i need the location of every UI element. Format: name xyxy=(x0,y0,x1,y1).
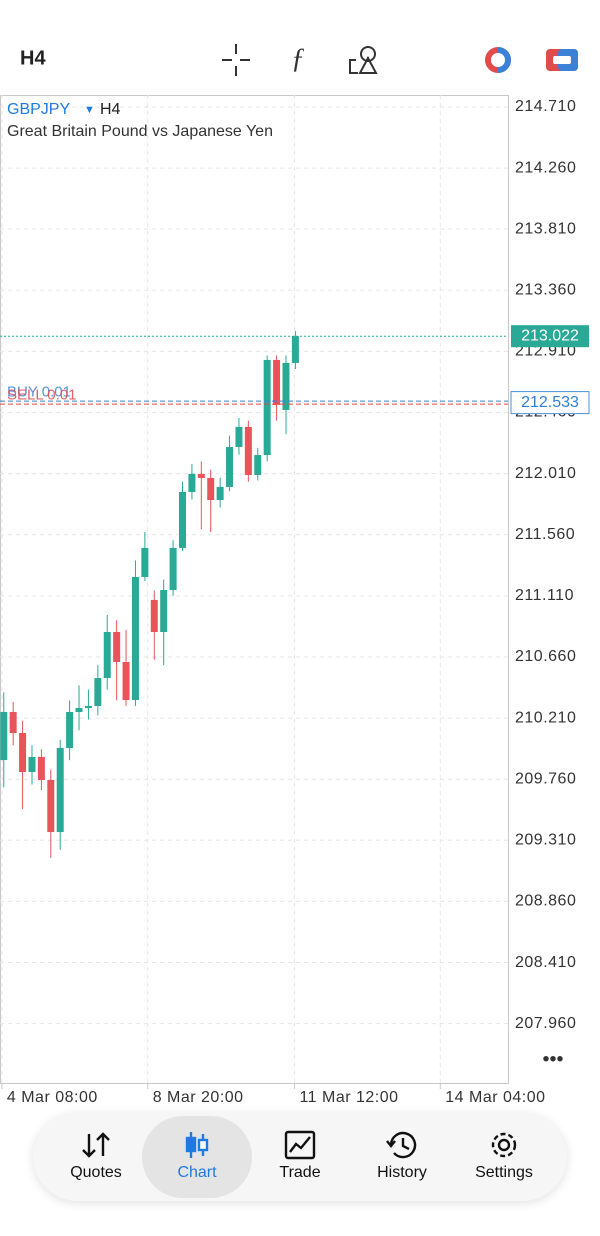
candle-body xyxy=(56,747,64,833)
nav-chart[interactable]: Chart xyxy=(142,1116,252,1198)
position-label: SELL 0.01 xyxy=(7,387,77,404)
candle-body xyxy=(113,631,121,662)
candle-body xyxy=(160,590,168,632)
symbol[interactable]: GBPJPY xyxy=(7,101,70,118)
nav-settings[interactable]: Settings xyxy=(449,1116,559,1198)
nav-label: History xyxy=(377,1164,427,1181)
y-tick-label: 212.010 xyxy=(515,465,576,482)
candle-body xyxy=(37,756,45,781)
nav-label: Quotes xyxy=(70,1164,122,1181)
x-tick-label: 4 Mar 08:00 xyxy=(7,1089,98,1106)
candle-body xyxy=(282,362,290,410)
symbol-description: Great Britain Pound vs Japanese Yen xyxy=(7,123,273,140)
history-icon xyxy=(386,1131,417,1159)
open-price-box xyxy=(510,391,590,415)
candle-body xyxy=(273,359,281,405)
nav-quotes[interactable]: Quotes xyxy=(41,1116,151,1198)
candle-body xyxy=(75,708,83,712)
open-price-label: 212.533 xyxy=(521,394,579,411)
candle-body xyxy=(197,473,205,478)
candle-body xyxy=(84,705,92,709)
candle-body xyxy=(141,547,149,577)
candle-body xyxy=(103,631,111,679)
settings-icon xyxy=(491,1132,517,1158)
y-tick-label: 213.810 xyxy=(515,220,576,237)
nav-trade[interactable]: Trade xyxy=(245,1116,355,1198)
bottom-nav: Quotes Chart Trade History Settings xyxy=(33,1113,567,1201)
last-price-box xyxy=(511,325,589,348)
candle-body xyxy=(131,576,139,701)
candle-body xyxy=(244,426,252,475)
chart-timeframe: H4 xyxy=(100,101,121,118)
y-tick-label: 208.860 xyxy=(515,893,576,910)
trade-icon[interactable] xyxy=(546,49,578,71)
trade-nav-icon xyxy=(284,1130,316,1160)
candle-body xyxy=(122,661,130,701)
candle-body xyxy=(9,711,17,734)
candle-body xyxy=(226,447,234,487)
more-button[interactable]: ••• xyxy=(542,1048,563,1070)
nav-label: Settings xyxy=(475,1164,533,1181)
candle-body xyxy=(19,733,27,773)
candle-body xyxy=(216,486,224,500)
candle-body xyxy=(207,477,215,500)
account-icon[interactable] xyxy=(485,47,511,73)
indicator-icon[interactable]: ƒ xyxy=(291,43,305,74)
y-tick-label: 210.210 xyxy=(515,709,576,726)
candle-body xyxy=(263,359,271,456)
candle-body xyxy=(0,711,8,761)
y-tick-label: 211.560 xyxy=(515,526,575,543)
y-tick-label: 214.260 xyxy=(515,159,576,176)
objects-icon[interactable] xyxy=(349,46,378,74)
plot-frame xyxy=(0,95,509,1084)
position-label: BUY 0.01 xyxy=(7,384,71,401)
y-tick-label: 214.710 xyxy=(515,98,576,115)
candle-body xyxy=(179,491,187,548)
nav-label: Trade xyxy=(279,1164,321,1181)
timeframe: H4 xyxy=(20,47,46,69)
y-tick-label: 209.760 xyxy=(515,770,576,787)
nav-history[interactable]: History xyxy=(347,1116,457,1198)
y-tick-label: 207.960 xyxy=(515,1015,576,1032)
candle-body xyxy=(169,547,177,591)
candle-body xyxy=(291,336,299,363)
candle-body xyxy=(254,455,262,475)
candle-body xyxy=(188,473,196,492)
chart-icon xyxy=(185,1132,209,1158)
candle-body xyxy=(47,780,55,833)
candle-body xyxy=(28,756,36,773)
x-tick-label: 8 Mar 20:00 xyxy=(153,1089,244,1106)
y-tick-label: 210.660 xyxy=(515,648,576,665)
nav-label: Chart xyxy=(177,1164,217,1181)
candle-body xyxy=(235,426,243,448)
last-price-label: 213.022 xyxy=(521,327,579,344)
y-tick-label: 209.310 xyxy=(515,832,576,849)
candle-body xyxy=(150,599,158,632)
candle-body xyxy=(66,711,74,748)
quotes-icon xyxy=(82,1132,110,1158)
y-tick-label: 213.360 xyxy=(515,282,576,299)
y-tick-label: 208.410 xyxy=(515,954,576,971)
symbol-dropdown[interactable]: ▼ xyxy=(84,104,95,116)
x-tick-label: 14 Mar 04:00 xyxy=(445,1089,545,1106)
x-tick-label: 11 Mar 12:00 xyxy=(299,1089,398,1106)
crosshair-icon[interactable] xyxy=(222,44,250,76)
candle-body xyxy=(94,678,102,706)
y-tick-label: 211.110 xyxy=(515,587,574,604)
